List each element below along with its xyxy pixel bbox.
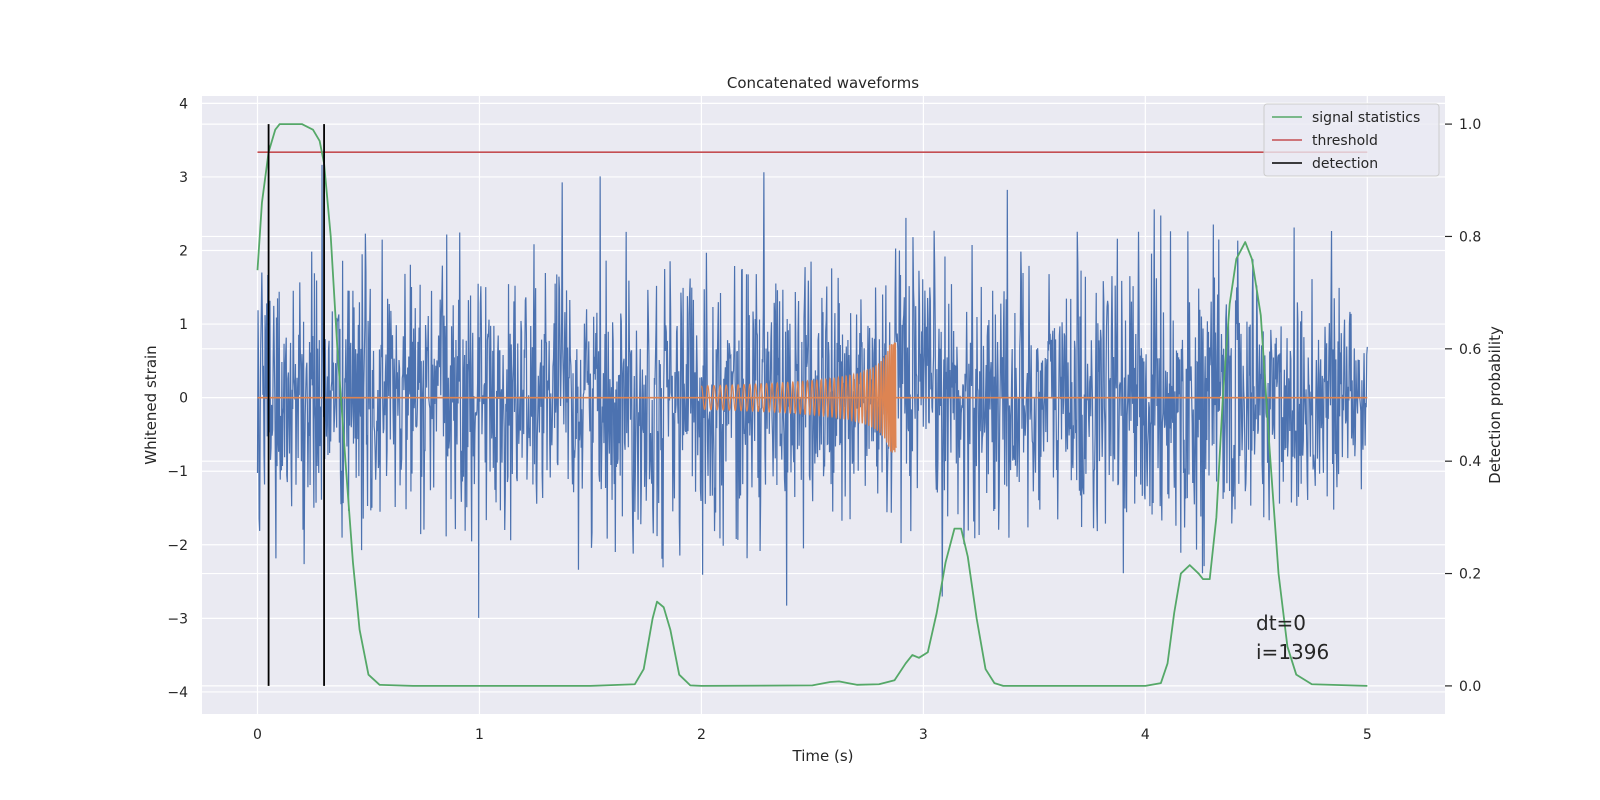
y2-tick-label: 0.2 — [1459, 567, 1481, 583]
legend-label-threshold: threshold — [1312, 133, 1378, 149]
y-axis-label: Whitened strain — [142, 345, 160, 464]
x-tick-label: 3 — [919, 727, 928, 743]
injection-chirp-line — [701, 342, 897, 453]
x-tick-label: 1 — [475, 727, 484, 743]
y-tick-label: 0 — [179, 391, 188, 407]
x-axis-label: Time (s) — [792, 747, 854, 765]
ticks: 0 1 2 3 4 5 −4 −3 −2 −1 0 1 2 3 4 0.0 0.2 0.4 0.6 0.8 1.0 — [167, 96, 1481, 743]
signal-statistics-line — [256, 123, 1368, 687]
annotation-dt: dt=0 — [1256, 611, 1306, 635]
y2-tick-label: 0.0 — [1459, 679, 1481, 695]
y-tick-label: −4 — [167, 685, 188, 701]
legend-box — [1263, 103, 1440, 177]
y2-tick-label: 0.8 — [1459, 229, 1481, 245]
y-tick-label: 3 — [179, 170, 188, 186]
y-tick-label: 4 — [179, 96, 188, 112]
y-tick-label: −2 — [167, 538, 188, 554]
y-tick-label: −3 — [167, 611, 188, 627]
y2-tick-label: 0.6 — [1459, 342, 1481, 358]
y-tick-label: 1 — [179, 317, 188, 333]
annotation-index: i=1396 — [1256, 640, 1329, 664]
y2-axis-label: Detection probability — [1486, 326, 1504, 484]
y2-tick-label: 0.4 — [1459, 454, 1481, 470]
x-tick-label: 2 — [697, 727, 706, 743]
x-tick-label: 4 — [1141, 727, 1150, 743]
y-tick-label: −1 — [167, 464, 188, 480]
legend: signal statistics threshold detection — [1263, 103, 1440, 177]
x-tick-label: 0 — [253, 727, 262, 743]
strain-noise-line — [256, 164, 1368, 618]
chart-title: Concatenated waveforms — [727, 74, 919, 92]
y-tick-label: 2 — [179, 244, 188, 260]
legend-label-signal-statistics: signal statistics — [1312, 110, 1420, 126]
x-tick-label: 5 — [1363, 727, 1372, 743]
plot-area — [256, 123, 1368, 687]
y2-tick-label: 1.0 — [1459, 117, 1481, 133]
legend-label-detection: detection — [1312, 156, 1378, 172]
